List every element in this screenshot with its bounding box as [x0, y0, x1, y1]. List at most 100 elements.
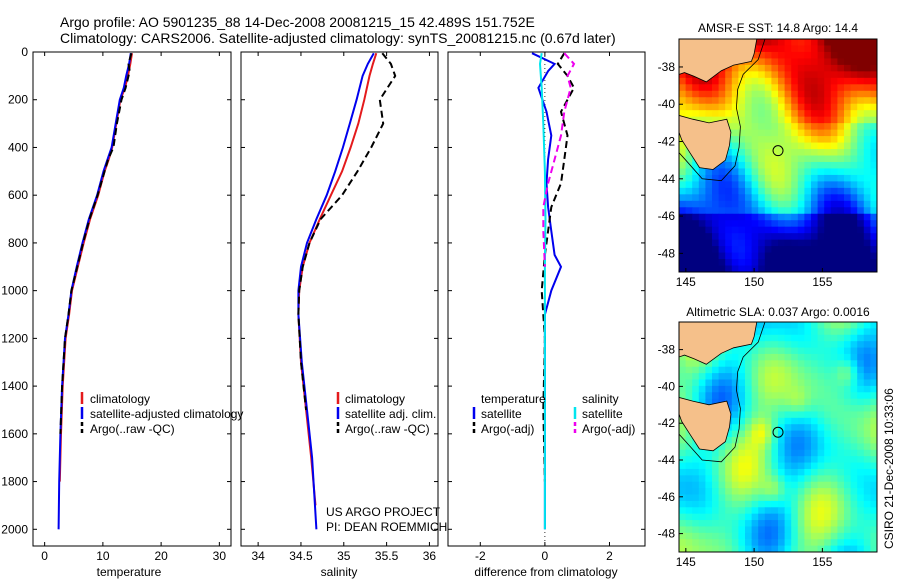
heatmap-cell: [745, 77, 753, 85]
heatmap-cell: [791, 174, 799, 182]
heatmap-cell: [837, 507, 845, 515]
heatmap-cell: [705, 233, 713, 241]
heatmap-cell: [824, 520, 832, 527]
heatmap-cell: [725, 353, 733, 361]
heatmap-cell: [692, 520, 700, 527]
heatmap-cell: [797, 417, 805, 425]
heatmap-cell: [844, 488, 852, 495]
heatmap-cell: [692, 110, 700, 118]
heatmap-cell: [870, 90, 877, 98]
heatmap-cell: [824, 443, 832, 451]
heatmap-cell: [791, 328, 799, 336]
heatmap-cell: [718, 456, 726, 464]
heatmap-cell: [685, 174, 693, 182]
heatmap-cell: [817, 129, 825, 137]
heatmap-cell: [764, 39, 772, 46]
heatmap-cell: [705, 539, 713, 547]
heatmap-cell: [718, 520, 726, 527]
heatmap-cell: [830, 430, 838, 438]
heatmap-cell: [830, 545, 838, 552]
heatmap-cell: [844, 481, 852, 489]
heatmap-cell: [712, 539, 720, 547]
heatmap-cell: [797, 526, 805, 534]
heatmap-cell: [850, 142, 858, 150]
heatmap-cell: [692, 194, 700, 202]
heatmap-cell: [791, 90, 799, 98]
heatmap-cell: [705, 239, 713, 247]
heatmap-cell: [863, 155, 871, 163]
heatmap-cell: [817, 207, 825, 215]
heatmap-cell: [705, 488, 713, 495]
map-x-tick-label: 145: [676, 555, 696, 569]
heatmap-cell: [830, 398, 838, 406]
heatmap-cell: [857, 430, 865, 438]
heatmap-cell: [811, 77, 819, 85]
heatmap-cell: [764, 322, 772, 329]
heatmap-cell: [705, 220, 713, 228]
heatmap-cell: [679, 488, 687, 495]
heatmap-cell: [751, 449, 759, 457]
heatmap-cell: [738, 545, 746, 552]
heatmap-cell: [685, 437, 693, 444]
heatmap-cell: [844, 149, 852, 156]
heatmap-cell: [811, 417, 819, 425]
heatmap-cell: [817, 123, 825, 131]
heatmap-cell: [685, 366, 693, 374]
heatmap-cell: [797, 353, 805, 361]
heatmap-cell: [837, 84, 845, 92]
heatmap-cell: [817, 468, 825, 476]
heatmap-cell: [850, 430, 858, 438]
heatmap-cell: [857, 539, 865, 547]
heatmap-cell: [844, 430, 852, 438]
heatmap-cell: [692, 366, 700, 374]
heatmap-cell: [804, 246, 812, 254]
heatmap-cell: [850, 520, 858, 527]
heatmap-cell: [751, 213, 759, 221]
heatmap-cell: [850, 341, 858, 349]
heatmap-cell: [771, 220, 779, 228]
heatmap-cell: [811, 481, 819, 489]
heatmap-cell: [712, 187, 720, 195]
heatmap-cell: [731, 520, 739, 527]
heatmap-cell: [712, 449, 720, 457]
heatmap-cell: [698, 116, 706, 124]
heatmap-cell: [764, 475, 772, 483]
heatmap-cell: [718, 373, 726, 380]
heatmap-cell: [863, 494, 871, 502]
heatmap-cell: [731, 174, 739, 182]
map-y-tick-label: -40: [658, 379, 676, 393]
heatmap-cell: [797, 456, 805, 464]
heatmap-cell: [731, 252, 739, 260]
heatmap-cell: [863, 468, 871, 476]
heatmap-cell: [751, 252, 759, 260]
heatmap-cell: [764, 90, 772, 98]
heatmap-cell: [797, 373, 805, 380]
heatmap-cell: [830, 252, 838, 260]
heatmap-cell: [725, 233, 733, 241]
heatmap-cell: [685, 110, 693, 118]
heatmap-cell: [705, 379, 713, 387]
heatmap-cell: [811, 64, 819, 72]
heatmap-cell: [698, 488, 706, 495]
heatmap-cell: [850, 116, 858, 124]
heatmap-cell: [679, 449, 687, 457]
heatmap-cell: [745, 246, 753, 254]
heatmap-cell: [751, 168, 759, 176]
heatmap-cell: [725, 360, 733, 368]
heatmap-cell: [844, 110, 852, 118]
heatmap-cell: [784, 213, 792, 221]
heatmap-cell: [679, 360, 687, 368]
heatmap-cell: [745, 161, 753, 169]
heatmap-cell: [778, 328, 786, 336]
heatmap-cell: [844, 265, 852, 272]
heatmap-cell: [712, 103, 720, 111]
heatmap-cell: [830, 347, 838, 355]
heatmap-cell: [857, 443, 865, 451]
heatmap-cell: [738, 373, 746, 380]
heatmap-cell: [771, 155, 779, 163]
x-tick-label: 30: [213, 549, 227, 563]
heatmap-cell: [857, 532, 865, 540]
heatmap-cell: [698, 259, 706, 267]
heatmap-cell: [857, 155, 865, 163]
figure-title-line1: Argo profile: AO 5901235_88 14-Dec-2008 …: [60, 14, 535, 30]
